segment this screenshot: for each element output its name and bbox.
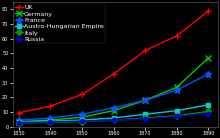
France [18, 119, 20, 121]
Italy [144, 117, 147, 119]
Line: Germany: Germany [16, 55, 211, 124]
France [176, 89, 178, 91]
Legend: UK, Germany, France, Austro-Hungarian Empire, Italy, Russia: UK, Germany, France, Austro-Hungarian Em… [14, 3, 105, 43]
Russia [144, 118, 147, 120]
UK [81, 94, 83, 95]
France [112, 107, 115, 108]
Italy [49, 122, 52, 123]
Italy [18, 122, 20, 124]
Germany [49, 119, 52, 121]
Austro-Hungarian Empire [18, 121, 20, 123]
Austro-Hungarian Empire [81, 119, 83, 121]
Russia [207, 113, 210, 114]
UK [144, 50, 147, 51]
Line: Italy: Italy [17, 109, 211, 125]
Line: Russia: Russia [17, 112, 211, 125]
Italy [81, 121, 83, 122]
Austro-Hungarian Empire [112, 117, 115, 119]
Austro-Hungarian Empire [207, 104, 210, 106]
Germany [207, 57, 210, 59]
France [49, 117, 52, 119]
France [81, 113, 83, 115]
UK [49, 105, 52, 107]
Italy [176, 115, 178, 117]
UK [207, 10, 210, 12]
Italy [207, 111, 210, 112]
Austro-Hungarian Empire [49, 120, 52, 122]
Germany [176, 86, 178, 88]
France [207, 73, 210, 75]
Russia [81, 120, 83, 122]
Germany [144, 99, 147, 101]
Italy [112, 119, 115, 121]
Germany [81, 116, 83, 118]
Line: UK: UK [15, 7, 212, 116]
Austro-Hungarian Empire [176, 110, 178, 112]
Line: France: France [15, 71, 212, 124]
UK [18, 112, 20, 114]
France [144, 99, 147, 101]
Germany [18, 121, 20, 122]
Line: Austro-Hungarian Empire: Austro-Hungarian Empire [17, 103, 211, 124]
Russia [18, 122, 20, 124]
Russia [49, 121, 52, 123]
Germany [112, 110, 115, 112]
Austro-Hungarian Empire [144, 113, 147, 115]
UK [112, 73, 115, 75]
UK [176, 35, 178, 37]
Russia [176, 116, 178, 117]
Russia [112, 119, 115, 121]
